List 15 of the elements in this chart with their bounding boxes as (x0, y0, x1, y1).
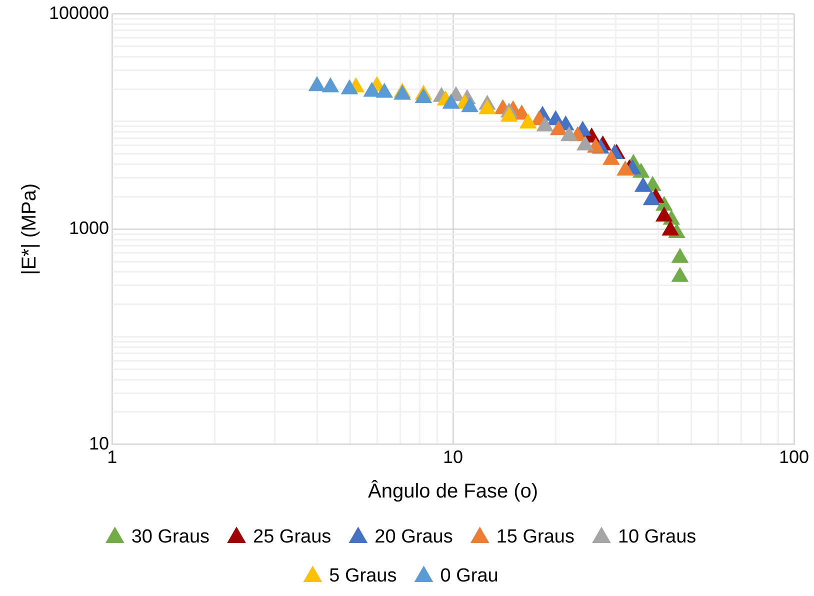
legend-label: 5 Graus (329, 566, 397, 587)
y-axis-title: |E*| (MPa) (18, 183, 41, 275)
legend-label: 10 Graus (618, 526, 696, 548)
y-tick-label: 10 (89, 433, 110, 454)
legend-label: 0 Grau (440, 566, 498, 587)
x-tick-label: 10 (443, 447, 464, 468)
legend-label: 25 Graus (253, 526, 332, 548)
legend-label: 30 Graus (131, 526, 210, 548)
y-tick-label: 100000 (48, 2, 110, 23)
x-tick-label: 100 (778, 447, 810, 468)
legend-label: 20 Graus (374, 526, 453, 548)
x-axis-title: Ângulo de Fase (o) (368, 480, 538, 503)
y-tick-label: 1000 (69, 218, 110, 238)
legend-label: 15 Graus (496, 526, 574, 548)
x-tick-label: 1 (107, 447, 118, 468)
